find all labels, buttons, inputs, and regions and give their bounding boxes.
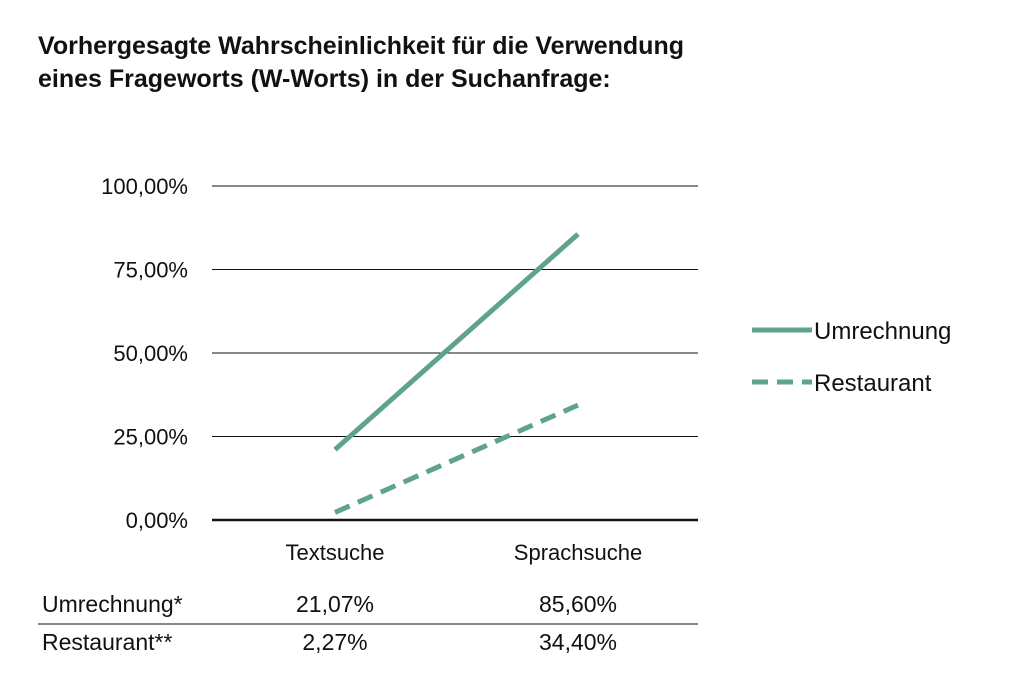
series-lines — [333, 232, 580, 515]
data-table: Umrechnung* 21,07% 85,60% Restaurant** 2,27%… — [38, 591, 698, 655]
y-tick-label: 100,00% — [101, 174, 188, 199]
chart-title-line: Vorhergesagte Wahrscheinlichkeit für die… — [38, 32, 684, 60]
table-cell: 85,60% — [539, 591, 617, 617]
y-tick-label: 0,00% — [126, 508, 188, 533]
chart-title: Vorhergesagte Wahrscheinlichkeit für die… — [38, 30, 938, 96]
legend: Umrechnung Restaurant — [752, 318, 951, 397]
y-axis-tick-labels: 0,00% 25,00% 50,00% 75,00% 100,00% — [101, 174, 188, 533]
y-tick-label: 25,00% — [113, 425, 188, 450]
legend-label: Restaurant — [814, 370, 932, 397]
table-cell: 21,07% — [296, 591, 374, 617]
table-row-label: Restaurant** — [42, 629, 172, 655]
table-row-label: Umrechnung* — [42, 591, 183, 617]
chart-title-line: eines Frageworts (W-Worts) in der Suchan… — [38, 65, 611, 93]
grid-lines — [212, 185, 698, 522]
x-category-label: Sprachsuche — [514, 540, 642, 565]
y-tick-label: 50,00% — [113, 341, 188, 366]
table-cell: 34,40% — [539, 629, 617, 655]
series-line-umrechnung — [333, 232, 580, 452]
legend-label: Umrechnung — [814, 318, 951, 345]
x-axis-category-labels: Textsuche Sprachsuche — [285, 540, 642, 565]
table-cell: 2,27% — [302, 629, 367, 655]
y-tick-label: 75,00% — [113, 258, 188, 283]
x-category-label: Textsuche — [285, 540, 384, 565]
series-line-restaurant — [333, 402, 580, 515]
